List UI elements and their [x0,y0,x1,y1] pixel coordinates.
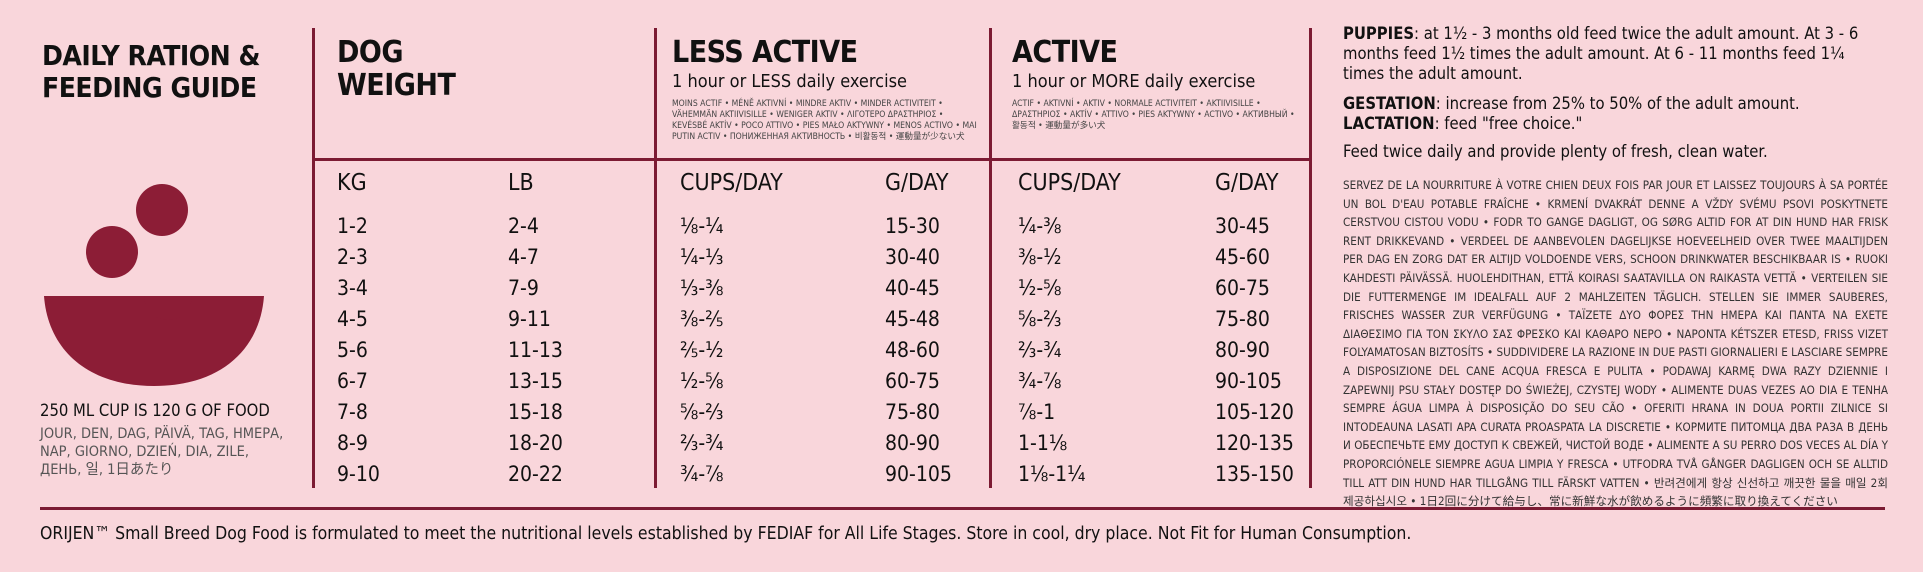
table-cell: 120-135 [1215,431,1294,455]
table-cell: 80-90 [885,431,940,455]
table-cell: 45-60 [1215,245,1270,269]
note-label: GESTATION [1343,94,1436,113]
note-text: : at 1½ - 3 months old feed twice the ad… [1343,24,1859,83]
title-line: FEEDING GUIDE [42,71,257,104]
table-cell: ¾-⅞ [680,462,724,486]
table-cell: 8-9 [337,431,368,455]
divider [1309,28,1312,488]
column-header: G/DAY [885,170,949,196]
table-cell: 15-30 [885,214,940,238]
table-cell: 45-48 [885,307,940,331]
table-cell: 18-20 [508,431,563,455]
table-cell: 90-105 [1215,369,1282,393]
active-subtitle: 1 hour or MORE daily exercise [1012,71,1256,92]
table-cell: 9-10 [337,462,380,486]
table-cell: 4-5 [337,307,368,331]
table-cell: ⅜-½ [1018,245,1062,269]
table-cell: 30-40 [885,245,940,269]
note-text: : increase from 25% to 50% of the adult … [1435,94,1800,113]
table-cell: 9-11 [508,307,551,331]
divider [989,28,992,488]
feeding-translations: SERVEZ DE LA NOURRITURE À VOTRE CHIEN DE… [1343,178,1888,509]
footer-text: ORIJEN™ Small Breed Dog Food is formulat… [40,524,1412,544]
table-cell: 60-75 [1215,276,1270,300]
table-cell: 15-18 [508,400,563,424]
column-header: G/DAY [1215,170,1279,196]
table-cell: 11-13 [508,338,563,362]
table-cell: 7-9 [508,276,539,300]
table-cell: ½-⅝ [680,369,724,393]
table-cell: 48-60 [885,338,940,362]
table-cell: 20-22 [508,462,563,486]
less-active-subtitle: 1 hour or LESS daily exercise [672,71,907,92]
table-cell: 6-7 [337,369,368,393]
table-cell: ⅜-⅖ [680,307,724,331]
column-header: CUPS/DAY [680,170,783,196]
column-header: LB [508,170,534,196]
cup-note: 250 ML CUP IS 120 G OF FOOD [40,401,270,420]
active-title: ACTIVE [1012,35,1118,70]
note-label: LACTATION [1343,114,1435,133]
bowl-icon [44,184,264,386]
title-line: DAILY RATION & [42,39,260,72]
divider [312,28,315,488]
gestation-note: GESTATION: increase from 25% to 50% of t… [1343,94,1888,114]
table-cell: 1-2 [337,214,368,238]
per-day-translations: JOUR, DEN, DAG, PÄIVÄ, TAG, ΗΜΕΡΑ, NAP, … [40,426,284,478]
table-cell: 4-7 [508,245,539,269]
table-cell: 60-75 [885,369,940,393]
table-cell: ⅓-⅜ [680,276,724,300]
table-cell: ⅝-⅔ [1018,307,1062,331]
table-cell: 1⅛-1¼ [1018,462,1086,486]
table-cell: 1-1⅛ [1018,431,1068,455]
table-cell: ⅔-¾ [680,431,724,455]
table-cell: 2-3 [337,245,368,269]
table-cell: 135-150 [1215,462,1294,486]
divider [654,28,657,488]
active-translations: ACTIF • AKTIVNÍ • AKTIV • NORMALE ACTIVI… [1012,99,1295,131]
table-cell: 75-80 [1215,307,1270,331]
table-cell: ⅞-1 [1018,400,1056,424]
table-cell: 30-45 [1215,214,1270,238]
less-active-translations: MOINS ACTIF • MÉNĚ AKTIVNÍ • MINDRE AKTI… [672,99,977,142]
feeding-note: Feed twice daily and provide plenty of f… [1343,142,1768,161]
column-header: KG [337,170,367,196]
table-cell: ⅝-⅔ [680,400,724,424]
table-cell: 2-4 [508,214,539,238]
table-cell: ⅔-¾ [1018,338,1062,362]
table-cell: ¼-⅜ [1018,214,1062,238]
table-cell: 105-120 [1215,400,1294,424]
table-cell: ¼-⅓ [680,245,724,269]
note-text: : feed "free choice." [1434,114,1583,133]
dog-weight-header: DOG WEIGHT [337,35,456,103]
footer-rule [40,507,1885,510]
table-cell: 13-15 [508,369,563,393]
table-cell: ⅖-½ [680,338,724,362]
table-cell: 75-80 [885,400,940,424]
header-line: DOG [337,35,404,70]
guide-title: DAILY RATION & FEEDING GUIDE [42,40,260,104]
header-rule [312,158,1312,161]
table-cell: 40-45 [885,276,940,300]
table-cell: 3-4 [337,276,368,300]
table-cell: 80-90 [1215,338,1270,362]
table-cell: 5-6 [337,338,368,362]
note-label: PUPPIES [1343,24,1415,43]
lactation-note: LACTATION: feed "free choice." [1343,114,1888,134]
header-line: WEIGHT [337,68,456,103]
less-active-title: LESS ACTIVE [672,35,858,70]
puppies-note: PUPPIES: at 1½ - 3 months old feed twice… [1343,24,1888,84]
table-cell: ⅛-¼ [680,214,724,238]
table-cell: 7-8 [337,400,368,424]
table-cell: ½-⅝ [1018,276,1062,300]
table-cell: ¾-⅞ [1018,369,1062,393]
table-cell: 90-105 [885,462,952,486]
column-header: CUPS/DAY [1018,170,1121,196]
